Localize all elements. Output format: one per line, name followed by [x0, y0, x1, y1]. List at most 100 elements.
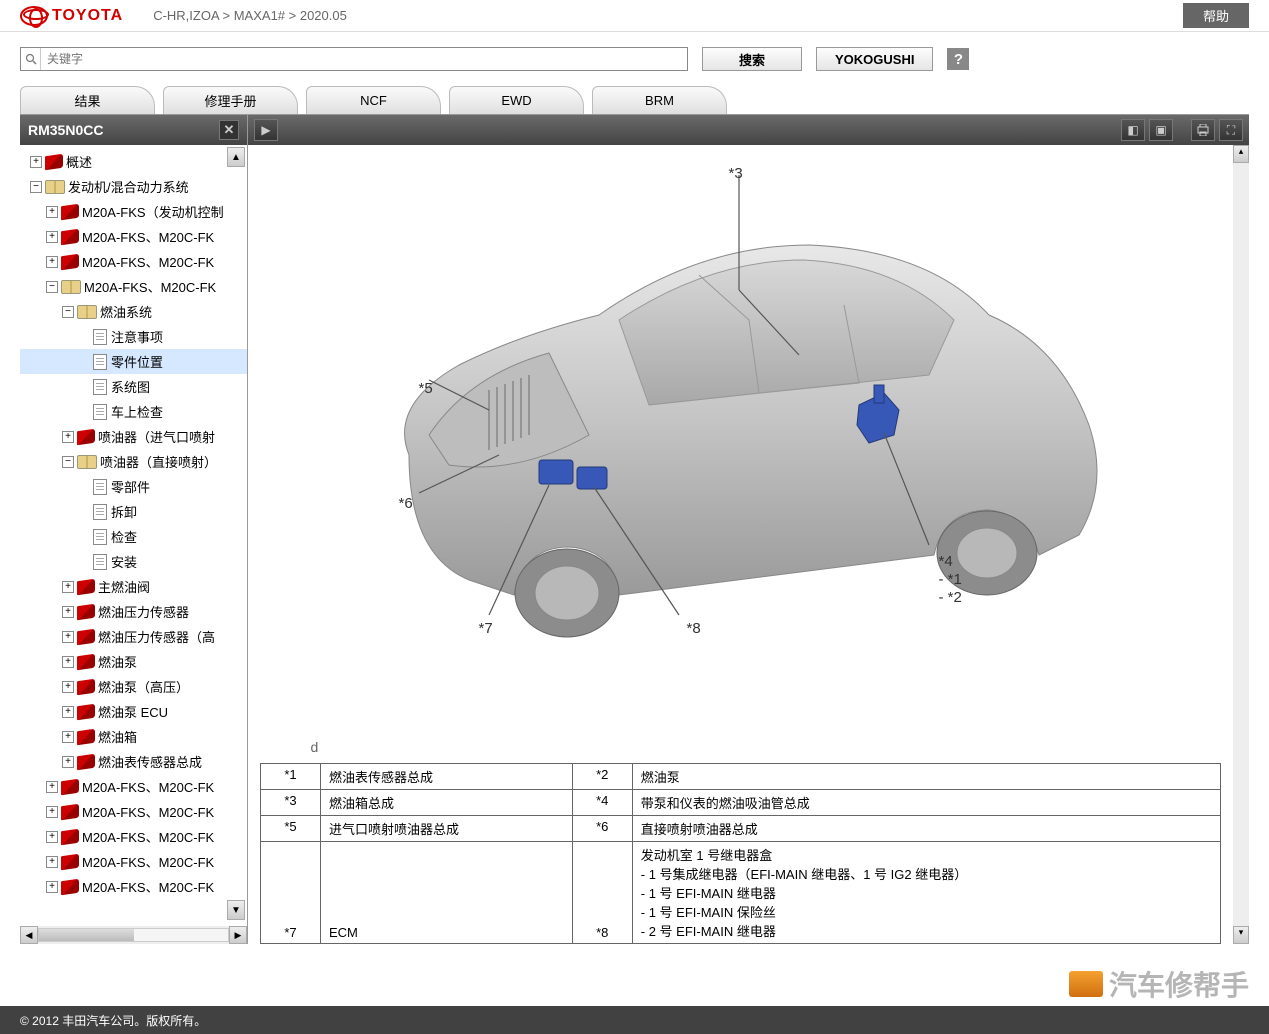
tree-item[interactable]: +主燃油阀 — [20, 574, 247, 599]
tree-item[interactable]: +M20A-FKS（发动机控制 — [20, 199, 247, 224]
legend-value: 燃油泵 — [632, 764, 1220, 790]
tree-item[interactable]: +M20A-FKS、M20C-FK — [20, 799, 247, 824]
tree-item[interactable]: 系统图 — [20, 374, 247, 399]
tree-item[interactable]: +M20A-FKS、M20C-FK — [20, 224, 247, 249]
expander-icon[interactable]: + — [62, 681, 74, 693]
tree-item[interactable]: −发动机/混合动力系统 — [20, 174, 247, 199]
book-closed-icon — [61, 803, 79, 820]
tree-label: 车上检查 — [111, 402, 163, 421]
main: RM35N0CC ✕ +概述−发动机/混合动力系统+M20A-FKS（发动机控制… — [20, 114, 1249, 944]
tree-scroll-up-icon[interactable]: ▲ — [227, 147, 245, 167]
tree-item[interactable]: + M20A-FKS、M20C-FK — [20, 249, 247, 274]
tree-scroll-down-icon[interactable]: ▼ — [227, 900, 245, 920]
hscroll-left-icon[interactable]: ◀ — [20, 926, 38, 944]
tree-item[interactable]: + M20A-FKS、M20C-FK — [20, 824, 247, 849]
expander-icon[interactable]: + — [46, 856, 58, 868]
expander-icon[interactable]: + — [62, 606, 74, 618]
book-closed-icon — [77, 428, 95, 445]
hscroll-track[interactable] — [38, 928, 229, 942]
tree-label: M20A-FKS、M20C-FK — [82, 827, 214, 846]
content-scroll-down-icon[interactable]: ▾ — [1233, 926, 1249, 944]
legend-key: *6 — [572, 816, 632, 842]
legend-row: *5进气口喷射喷油器总成*6直接喷射喷油器总成 — [261, 816, 1221, 842]
expander-icon[interactable]: + — [62, 581, 74, 593]
expander-icon[interactable]: + — [62, 631, 74, 643]
expander-icon[interactable]: + — [62, 756, 74, 768]
legend-value: 燃油箱总成 — [321, 790, 573, 816]
expander-icon[interactable]: + — [62, 656, 74, 668]
content-scrollbar[interactable]: ▴ ▾ — [1233, 145, 1249, 944]
page-icon — [93, 504, 107, 520]
search-button[interactable]: 搜索 — [702, 47, 802, 71]
tree-item[interactable]: 零件位置 — [20, 349, 247, 374]
help-button[interactable]: 帮助 — [1183, 3, 1249, 28]
yokogushi-button[interactable]: YOKOGUSHI — [816, 47, 933, 71]
expander-icon[interactable]: + — [62, 706, 74, 718]
tree-item[interactable]: 安装 — [20, 549, 247, 574]
tree-item[interactable]: 车上检查 — [20, 399, 247, 424]
page-icon — [93, 329, 107, 345]
tab-results[interactable]: 结果 — [20, 86, 155, 114]
search-input[interactable] — [41, 52, 687, 66]
tree-item[interactable]: + M20A-FKS、M20C-FK — [20, 849, 247, 874]
expander-icon[interactable]: − — [46, 281, 58, 293]
tree-item[interactable]: +燃油泵（高压） — [20, 674, 247, 699]
expander-icon[interactable]: + — [30, 156, 42, 168]
expander-icon[interactable]: + — [46, 881, 58, 893]
tree-label: 燃油压力传感器 — [98, 602, 189, 621]
print-button[interactable] — [1191, 119, 1215, 141]
tree-item[interactable]: + 燃油压力传感器 — [20, 599, 247, 624]
legend-value: 燃油表传感器总成 — [321, 764, 573, 790]
layout-1-button[interactable]: ◧ — [1121, 119, 1145, 141]
tree-item[interactable]: 拆卸 — [20, 499, 247, 524]
tree-label: M20A-FKS、M20C-FK — [82, 252, 214, 271]
legend-table: *1燃油表传感器总成*2燃油泵*3燃油箱总成*4带泵和仪表的燃油吸油管总成*5进… — [260, 763, 1221, 944]
nav-forward-button[interactable]: ▶ — [254, 119, 278, 141]
tab-ncf[interactable]: NCF — [306, 86, 441, 114]
expander-icon[interactable]: + — [46, 231, 58, 243]
tab-ewd[interactable]: EWD — [449, 86, 584, 114]
hscroll-thumb[interactable] — [39, 929, 134, 941]
callout-7: *7 — [479, 620, 493, 637]
sidebar-close-button[interactable]: ✕ — [219, 120, 239, 140]
breadcrumb[interactable]: C-HR,IZOA > MAXA1# > 2020.05 — [153, 8, 347, 23]
expander-icon[interactable]: + — [46, 256, 58, 268]
expander-icon[interactable]: + — [62, 431, 74, 443]
tree-item[interactable]: −喷油器（直接喷射） — [20, 449, 247, 474]
tree-item[interactable]: + 燃油压力传感器（高 — [20, 624, 247, 649]
tree-label: 燃油压力传感器（高 — [98, 627, 215, 646]
hscroll-right-icon[interactable]: ▶ — [229, 926, 247, 944]
tree-item[interactable]: 检查 — [20, 524, 247, 549]
tree-item[interactable]: −M20A-FKS、M20C-FK — [20, 274, 247, 299]
search-icon[interactable] — [21, 48, 41, 70]
expander-icon[interactable]: + — [46, 831, 58, 843]
tab-repair-manual[interactable]: 修理手册 — [163, 86, 298, 114]
expander-icon[interactable]: − — [62, 306, 74, 318]
tree-item[interactable]: +M20A-FKS、M20C-FK — [20, 874, 247, 899]
tree-label: M20A-FKS、M20C-FK — [82, 852, 214, 871]
layout-2-button[interactable]: ▣ — [1149, 119, 1173, 141]
callout-6: *6 — [399, 495, 413, 512]
tree-item[interactable]: +M20A-FKS、M20C-FK — [20, 774, 247, 799]
document-id: RM35N0CC — [28, 122, 103, 138]
expander-icon[interactable]: − — [62, 456, 74, 468]
expander-icon[interactable]: + — [46, 206, 58, 218]
tree-item[interactable]: +喷油器（进气口喷射 — [20, 424, 247, 449]
expander-icon[interactable]: + — [46, 781, 58, 793]
tree-item[interactable]: 注意事项 — [20, 324, 247, 349]
tree-item[interactable]: 零部件 — [20, 474, 247, 499]
tree-item[interactable]: −燃油系统 — [20, 299, 247, 324]
tree-hscroll[interactable]: ◀ ▶ — [20, 926, 247, 944]
expander-icon[interactable]: + — [46, 806, 58, 818]
tab-brm[interactable]: BRM — [592, 86, 727, 114]
tree-item[interactable]: +概述 — [20, 149, 247, 174]
tree-item[interactable]: +燃油表传感器总成 — [20, 749, 247, 774]
tree-item[interactable]: +燃油泵 — [20, 649, 247, 674]
tree-item[interactable]: +燃油泵 ECU — [20, 699, 247, 724]
expand-button[interactable]: ⛶ — [1219, 119, 1243, 141]
tree-item[interactable]: +燃油箱 — [20, 724, 247, 749]
expander-icon[interactable]: − — [30, 181, 42, 193]
expander-icon[interactable]: + — [62, 731, 74, 743]
content-scroll-up-icon[interactable]: ▴ — [1233, 145, 1249, 163]
help-icon[interactable]: ? — [947, 48, 969, 70]
